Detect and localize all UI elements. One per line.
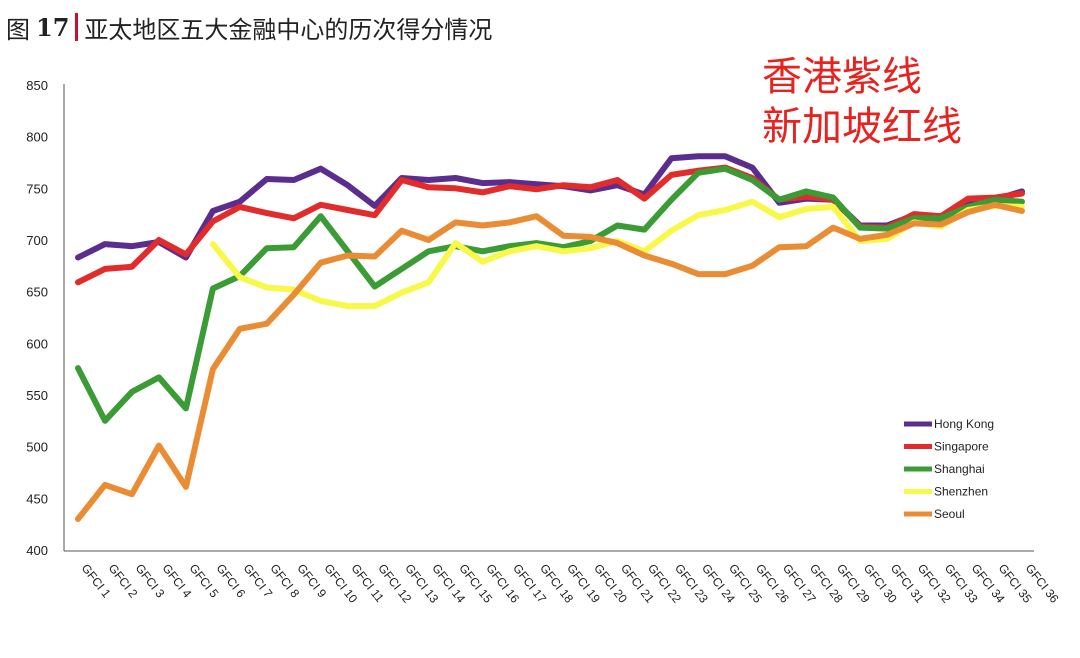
annotation-line-singapore: 新加坡红线 [762,104,962,150]
legend-label-seoul: Seoul [934,507,965,521]
y-tick-label: 650 [26,285,48,300]
figure-label: 图 [6,15,30,44]
title-divider [75,13,79,41]
series-line-shanghai [75,165,1025,424]
y-tick-label: 550 [26,388,48,403]
y-tick-label: 800 [26,130,48,145]
annotation-line-hong-kong: 香港紫线 [762,54,922,100]
legend-label-shenzhen: Shenzhen [934,485,988,499]
y-tick-label: 750 [26,181,48,196]
annotation: 香港紫线 新加坡红线 [762,52,962,152]
y-tick-label: 700 [26,233,48,248]
figure-title-text: 亚太地区五大金融中心的历次得分情况 [84,15,493,44]
legend-label-shanghai: Shanghai [934,462,985,476]
y-tick-label: 450 [26,491,48,506]
y-tick-label: 400 [26,543,48,558]
legend-label-singapore: Singapore [934,440,989,454]
figure-title: 图 17 亚太地区五大金融中心的历次得分情况 [6,10,492,44]
y-tick-label: 500 [26,440,48,455]
figure-number: 17 [36,12,70,42]
y-tick-label: 850 [26,78,48,93]
legend-label-hong-kong: Hong Kong [934,417,994,431]
y-tick-label: 600 [26,336,48,351]
series-line-seoul [75,201,1025,522]
